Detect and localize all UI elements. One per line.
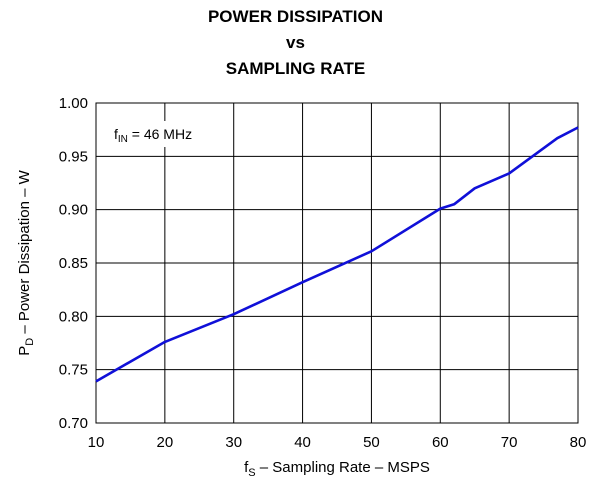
x-axis-label-main: f	[244, 459, 249, 476]
y-tick-label: 1.00	[59, 95, 88, 112]
x-tick-label: 80	[570, 434, 587, 451]
chart-title-line-1: POWER DISSIPATION	[207, 7, 384, 26]
x-tick-label: 30	[225, 434, 242, 451]
annotation-sub: IN	[118, 134, 128, 145]
annotation-fin: fIN = 46 MHz	[114, 126, 192, 145]
y-axis-label: PD – Power Dissipation – W	[16, 169, 36, 355]
y-tick-labels: 0.70 0.75 0.80 0.85 0.90 0.95 1.00	[59, 95, 88, 432]
annotation-box	[110, 121, 210, 147]
x-axis-label: fS – Sampling Rate – MSPS	[244, 459, 430, 479]
x-axis-label-rest: – Sampling Rate – MSPS	[256, 459, 430, 476]
x-tick-label: 40	[294, 434, 311, 451]
x-tick-label: 60	[432, 434, 449, 451]
y-tick-label: 0.80	[59, 308, 88, 325]
x-axis-label-sub: S	[248, 467, 255, 479]
plot-frame	[95, 102, 579, 424]
grid	[95, 102, 579, 424]
power-dissipation-line	[95, 126, 579, 383]
x-tick-label: 20	[157, 434, 174, 451]
x-tick-labels: 10 20 30 40 50 60 70 80	[88, 434, 587, 451]
y-tick-label: 0.70	[59, 415, 88, 432]
chart-title-line-3: SAMPLING RATE	[225, 59, 366, 78]
annotation-rest: = 46 MHz	[128, 126, 192, 142]
y-axis-label-rest: – Power Dissipation – W	[16, 169, 33, 337]
y-axis-label-sub: D	[24, 338, 36, 346]
x-tick-label: 10	[88, 434, 105, 451]
x-tick-label: 50	[363, 434, 380, 451]
y-axis-label-main: P	[16, 346, 33, 356]
y-tick-label: 0.85	[59, 255, 88, 272]
y-tick-label: 0.75	[59, 362, 88, 379]
y-tick-label: 0.90	[59, 202, 88, 219]
series-group	[95, 126, 579, 383]
y-tick-label: 0.95	[59, 148, 88, 165]
chart-title-line-2: vs	[286, 33, 305, 52]
annotation-main: f	[114, 126, 118, 142]
x-tick-label: 70	[501, 434, 518, 451]
